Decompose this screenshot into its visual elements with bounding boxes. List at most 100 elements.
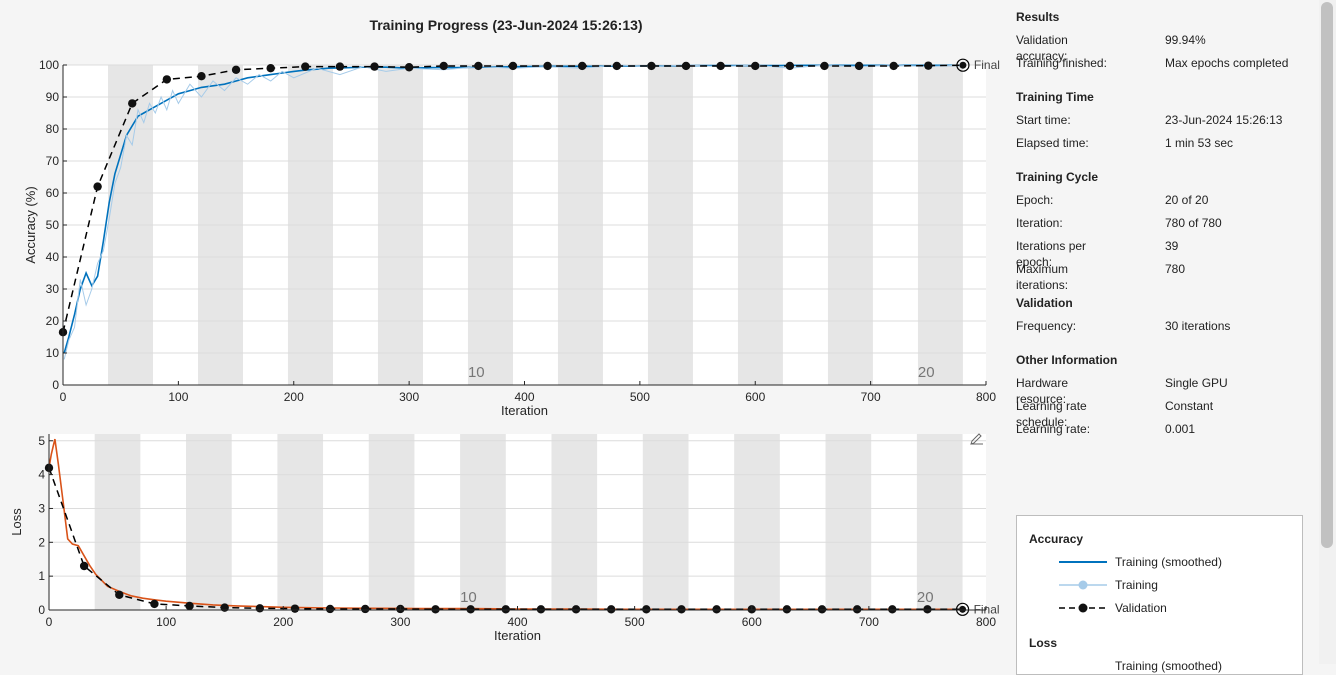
info-row: Elapsed time: 1 min 53 sec <box>1016 135 1233 158</box>
y-tick-label: 5 <box>38 434 45 448</box>
validation-point <box>751 61 760 71</box>
epoch-band <box>94 434 141 610</box>
validation-point <box>290 604 300 613</box>
legend-loss-item-smoothed: Training (smoothed) <box>1115 659 1222 673</box>
legend-loss-title: Loss <box>1029 636 1058 650</box>
validation-point <box>923 605 932 614</box>
x-tick-label: 700 <box>859 615 879 629</box>
info-key: Training finished: <box>1016 56 1107 70</box>
info-value: 30 iterations <box>1165 319 1231 333</box>
validation-point <box>959 605 967 613</box>
validation-point <box>466 605 475 614</box>
info-row: Iteration: 780 of 780 <box>1016 215 1222 238</box>
pencil-icon[interactable] <box>970 433 983 445</box>
info-key: Validation accuracy: <box>1016 33 1068 63</box>
info-key: Start time: <box>1016 113 1071 127</box>
info-row: Iterations per epoch: 39 <box>1016 238 1178 269</box>
validation-point <box>677 605 686 614</box>
validation-point <box>782 605 792 614</box>
x-tick-label: 300 <box>390 615 410 629</box>
x-tick-label: 400 <box>514 390 534 404</box>
validation-point <box>431 605 440 614</box>
legend-item-smoothed: Training (smoothed) <box>1115 555 1222 569</box>
x-tick-label: 200 <box>284 390 304 404</box>
epoch-label: 10 <box>460 589 477 606</box>
validation-point <box>571 605 581 614</box>
y-tick-label: 0 <box>52 378 59 392</box>
x-tick-label: 100 <box>156 615 176 629</box>
x-axis-label: Iteration <box>501 403 548 418</box>
info-row: Learning rate schedule: Constant <box>1016 398 1213 429</box>
x-axis-label: Iteration <box>494 628 541 643</box>
validation-point <box>712 605 721 614</box>
y-tick-label: 3 <box>38 501 45 515</box>
validation-point <box>231 65 241 75</box>
x-tick-label: 100 <box>168 390 188 404</box>
info-panel: Results Validation accuracy: 99.94% Trainin… <box>1016 9 1288 444</box>
info-row: Learning rate: 0.001 <box>1016 421 1195 444</box>
validation-point <box>325 604 335 614</box>
validation-point <box>924 61 933 70</box>
x-tick-label: 800 <box>976 390 996 404</box>
validation-point <box>266 63 275 73</box>
chart-title: Training Progress (23-Jun-2024 15:26:13) <box>369 17 643 33</box>
validation-point <box>220 603 229 612</box>
validation-point <box>612 61 621 71</box>
x-tick-label: 600 <box>745 390 765 404</box>
validation-point <box>889 61 898 71</box>
y-tick-label: 10 <box>46 346 60 360</box>
validation-point <box>716 61 725 71</box>
x-tick-label: 500 <box>630 390 650 404</box>
y-tick-label: 80 <box>46 122 60 136</box>
epoch-band <box>916 434 963 610</box>
x-tick-label: 500 <box>625 615 645 629</box>
info-value: 1 min 53 sec <box>1165 136 1234 150</box>
validation-point <box>115 590 124 599</box>
validation-point <box>301 62 310 71</box>
validation-point <box>370 62 379 71</box>
x-tick-label: 200 <box>273 615 293 629</box>
validation-point <box>501 605 510 614</box>
validation-point <box>79 561 89 571</box>
info-value: 0.001 <box>1165 422 1196 436</box>
validation-point <box>820 61 829 71</box>
validation-point <box>439 61 448 71</box>
section-title: Results <box>1016 10 1060 24</box>
scrollbar-thumb[interactable] <box>1321 2 1333 548</box>
validation-point <box>817 605 827 614</box>
epoch-band <box>551 434 598 610</box>
section-title: Training Cycle <box>1016 170 1099 184</box>
legend-box: Accuracy Training (smoothed) Training Va… <box>1016 515 1303 675</box>
info-value: 780 <box>1165 262 1186 276</box>
x-tick-label: 300 <box>399 390 419 404</box>
validation-point <box>543 61 552 71</box>
y-tick-label: 4 <box>38 468 45 482</box>
epoch-band <box>734 434 780 610</box>
validation-point <box>128 99 137 108</box>
y-tick-label: 70 <box>46 154 60 168</box>
validation-point <box>474 61 483 71</box>
info-key: Epoch: <box>1016 193 1054 207</box>
y-tick-label: 100 <box>39 58 59 72</box>
final-marker-ring <box>956 58 970 72</box>
validation-point <box>162 75 172 84</box>
y-axis-label: Accuracy (%) <box>23 186 38 263</box>
epoch-band <box>460 434 506 610</box>
legend-swatches <box>1059 561 1107 613</box>
epoch-band <box>825 434 872 610</box>
validation-point <box>335 62 345 71</box>
validation-point <box>93 182 102 191</box>
y-axis-label: Loss <box>9 508 24 536</box>
epoch-band <box>368 434 415 610</box>
info-key: Learning rate: <box>1016 422 1091 436</box>
info-value: Single GPU <box>1165 376 1228 390</box>
validation-point <box>185 601 194 611</box>
final-marker-ring <box>955 602 970 616</box>
section-title: Validation <box>1016 296 1073 310</box>
info-value: Max epochs completed <box>1165 56 1289 70</box>
accuracy-plot[interactable]: 10 20 Final 0 10 20 30 40 50 60 70 80 90 100 0 100 200 30… <box>23 58 1000 418</box>
y-tick-label: 1 <box>38 569 45 583</box>
x-tick-label: 700 <box>861 390 881 404</box>
loss-plot[interactable]: 10 20 Final 0 1 2 3 4 5 0 100 200 300 400 500 600 700 800… <box>9 434 1000 643</box>
